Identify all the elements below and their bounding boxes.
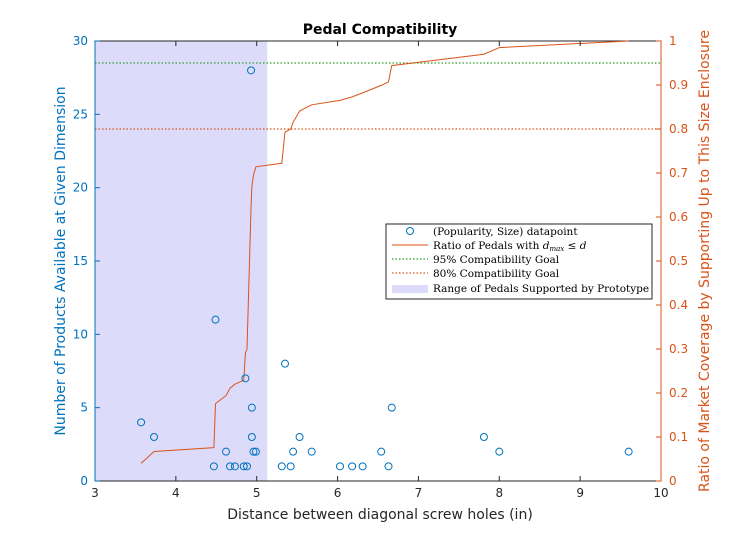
ratio-series-line bbox=[140, 40, 629, 464]
scatter-point bbox=[307, 447, 316, 456]
legend-label-goal80: 80% Compatibility Goal bbox=[433, 268, 560, 280]
scatter-point bbox=[249, 447, 258, 456]
scatter-point bbox=[251, 447, 260, 456]
scatter-point bbox=[289, 447, 298, 456]
scatter-point bbox=[295, 433, 304, 441]
scatter-point bbox=[226, 462, 235, 471]
y-right-tick-label: 0.8 bbox=[669, 122, 688, 136]
scatter-point bbox=[247, 66, 256, 75]
y-left-tick-label: 15 bbox=[73, 254, 88, 268]
legend-label-ratio: Ratio of Pedals with dmax ≤ d bbox=[433, 240, 587, 253]
scatter-point bbox=[387, 403, 396, 412]
scatter-point bbox=[211, 315, 220, 324]
scatter-point bbox=[358, 462, 367, 471]
x-tick-label: 3 bbox=[91, 486, 99, 500]
scatter-point bbox=[137, 418, 146, 427]
y-right-tick-label: 0.3 bbox=[669, 342, 688, 356]
scatter-point bbox=[150, 433, 159, 441]
scatter-point bbox=[230, 462, 239, 471]
y-left-tick-label: 0 bbox=[80, 474, 88, 488]
scatter-point bbox=[277, 462, 286, 471]
scatter-point bbox=[221, 447, 230, 456]
y-right-tick-label: 0 bbox=[669, 474, 677, 488]
y-left-tick-label: 10 bbox=[73, 327, 88, 341]
x-tick-label: 4 bbox=[172, 486, 180, 500]
x-tick-label: 7 bbox=[415, 486, 423, 500]
scatter-point bbox=[335, 462, 344, 471]
y-right-tick-label: 0.4 bbox=[669, 298, 688, 312]
x-tick-label: 10 bbox=[653, 486, 668, 500]
x-tick-label: 8 bbox=[495, 486, 503, 500]
y-right-tick-label: 0.5 bbox=[669, 254, 688, 268]
x-tick-label: 9 bbox=[576, 486, 584, 500]
chart-title: Pedal Compatibility bbox=[303, 22, 458, 38]
scatter-point bbox=[348, 462, 357, 471]
y-right-tick-label: 0.2 bbox=[669, 386, 688, 400]
x-tick-label: 6 bbox=[334, 486, 342, 500]
scatter-point bbox=[624, 447, 633, 456]
scatter-point bbox=[384, 462, 393, 471]
scatter-point bbox=[239, 462, 248, 471]
legend-ratio-sub: max bbox=[549, 245, 564, 253]
y-left-tick-label: 30 bbox=[73, 34, 88, 48]
legend-ratio-d: d bbox=[543, 240, 550, 252]
scatter-point bbox=[247, 403, 256, 412]
y-left-tick-label: 25 bbox=[73, 107, 88, 121]
legend-box bbox=[385, 223, 653, 300]
scatter-point bbox=[495, 447, 504, 456]
scatter-point bbox=[479, 433, 488, 441]
y-right-tick-label: 0.6 bbox=[669, 210, 688, 224]
scatter-point bbox=[241, 374, 250, 383]
x-tick-label: 5 bbox=[253, 486, 261, 500]
legend-marker-datapoint bbox=[406, 227, 414, 235]
y-right-tick-label: 0.7 bbox=[669, 166, 688, 180]
y-right-tick-label: 0.1 bbox=[669, 430, 688, 444]
y-left-tick-label: 5 bbox=[80, 401, 88, 415]
legend-label-range: Range of Pedals Supported by Prototype bbox=[433, 283, 649, 295]
scatter-point bbox=[209, 462, 218, 471]
y-axis-left-label: Number of Products Available at Given Di… bbox=[53, 86, 69, 435]
legend-ratio-leq: ≤ d bbox=[564, 240, 586, 252]
supported-range-area bbox=[95, 41, 268, 481]
y-right-tick-label: 0.9 bbox=[669, 78, 688, 92]
scatter-point bbox=[243, 462, 252, 471]
scatter-point bbox=[281, 359, 290, 368]
legend: (Popularity, Size) datapoint Ratio of Pe… bbox=[385, 223, 653, 300]
x-axis-label: Distance between diagonal screw holes (i… bbox=[227, 507, 533, 523]
scatter-point bbox=[377, 447, 386, 456]
scatter-point bbox=[247, 433, 256, 441]
y-right-tick-label: 1 bbox=[669, 34, 677, 48]
legend-marker-range bbox=[392, 285, 428, 293]
legend-label-datapoint: (Popularity, Size) datapoint bbox=[433, 226, 578, 238]
legend-label-goal95: 95% Compatibility Goal bbox=[433, 254, 560, 266]
y-axis-right-label: Ratio of Market Coverage by Supporting U… bbox=[697, 30, 713, 492]
scatter-point bbox=[286, 462, 295, 471]
y-left-tick-label: 20 bbox=[73, 181, 88, 195]
legend-ratio-prefix: Ratio of Pedals with bbox=[433, 240, 543, 252]
